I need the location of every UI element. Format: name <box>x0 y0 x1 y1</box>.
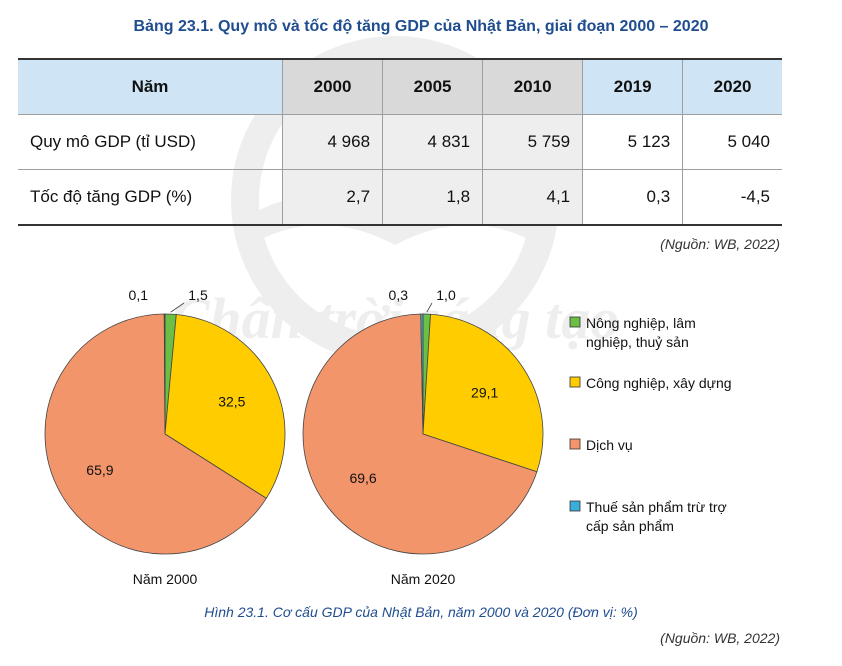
pie-slice-tax <box>163 313 166 435</box>
table-cell: 1,8 <box>382 169 484 226</box>
pie-charts: 32,5 65,9 0,1 1,5 Năm 2000 29,1 69,6 0,3 1,0 Năm… <box>44 287 732 587</box>
header-cell-year-label: Năm <box>18 58 283 115</box>
header-cell-year: 2005 <box>382 58 484 115</box>
table-cell: 4 831 <box>382 114 484 170</box>
table-cell: 5 759 <box>482 114 584 170</box>
table-cell: 0,3 <box>582 169 684 226</box>
pie-chart-2000: 32,5 65,9 0,1 1,5 Năm 2000 <box>44 287 286 587</box>
legend-swatch <box>569 438 581 450</box>
table-source: (Nguồn: WB, 2022) <box>660 236 780 252</box>
pie-slice-industry <box>164 314 286 499</box>
slice-label: 65,9 <box>86 462 113 478</box>
slice-label: 0,1 <box>129 287 149 303</box>
slice-label: 0,3 <box>389 287 409 303</box>
header-cell-year: 2010 <box>482 58 584 115</box>
slice-label: 32,5 <box>218 393 245 409</box>
slice-label: 29,1 <box>471 384 498 400</box>
figure-source: (Nguồn: WB, 2022) <box>660 630 780 646</box>
pie-chart-2020: 29,1 69,6 0,3 1,0 Năm 2020 <box>302 287 544 587</box>
table-row: Tốc độ tăng GDP (%) 2,7 1,8 4,1 0,3 -4,5 <box>18 169 782 226</box>
pie-title: Năm 2000 <box>133 571 198 587</box>
legend-swatch <box>569 316 581 328</box>
slice-label: 1,5 <box>188 287 208 303</box>
header-cell-year: 2000 <box>281 58 384 115</box>
legend-swatch <box>569 500 581 512</box>
legend-label: Thuế sản phẩm trừ trợ <box>586 499 727 515</box>
legend-label: Nông nghiệp, lâm <box>586 315 696 331</box>
legend-label: nghiệp, thuỷ sản <box>586 334 689 350</box>
table-row: Quy mô GDP (tỉ USD) 4 968 4 831 5 759 5 … <box>18 114 782 170</box>
legend-label: Dịch vụ <box>586 437 633 453</box>
legend-label: Công nghiệp, xây dựng <box>586 375 732 391</box>
table-cell: 5 040 <box>682 114 782 170</box>
pie-slice-services <box>302 313 538 555</box>
chart-legend: Nông nghiệp, lâm nghiệp, thuỷ sản Công ngh… <box>569 315 732 534</box>
table-cell: 5 123 <box>582 114 684 170</box>
row-label: Tốc độ tăng GDP (%) <box>18 169 283 226</box>
legend-label: cấp sản phẩm <box>586 518 674 534</box>
pie-slice-services <box>44 313 267 555</box>
table-cell: 2,7 <box>281 169 384 226</box>
leader-line <box>426 302 433 313</box>
header-cell-year: 2020 <box>682 58 782 115</box>
header-cell-year: 2019 <box>582 58 684 115</box>
table-cell: 4 968 <box>281 114 384 170</box>
legend-swatch <box>569 376 581 388</box>
pie-title: Năm 2020 <box>391 571 456 587</box>
table-cell: 4,1 <box>482 169 584 226</box>
gdp-table: Năm 2000 2005 2010 2019 2020 Quy mô GDP … <box>18 58 782 226</box>
table-cell: -4,5 <box>682 169 782 226</box>
row-label: Quy mô GDP (tỉ USD) <box>18 114 283 170</box>
table-header-row: Năm 2000 2005 2010 2019 2020 <box>18 58 782 115</box>
figure-caption: Hình 23.1. Cơ cấu GDP của Nhật Bản, năm … <box>204 604 638 620</box>
leader-line <box>170 302 185 313</box>
pie-slice-tax <box>420 313 424 435</box>
slice-label: 69,6 <box>349 470 376 486</box>
slice-label: 1,0 <box>436 287 456 303</box>
table-title: Bảng 23.1. Quy mô và tốc độ tăng GDP của… <box>133 18 709 35</box>
pie-slice-industry <box>422 313 544 473</box>
